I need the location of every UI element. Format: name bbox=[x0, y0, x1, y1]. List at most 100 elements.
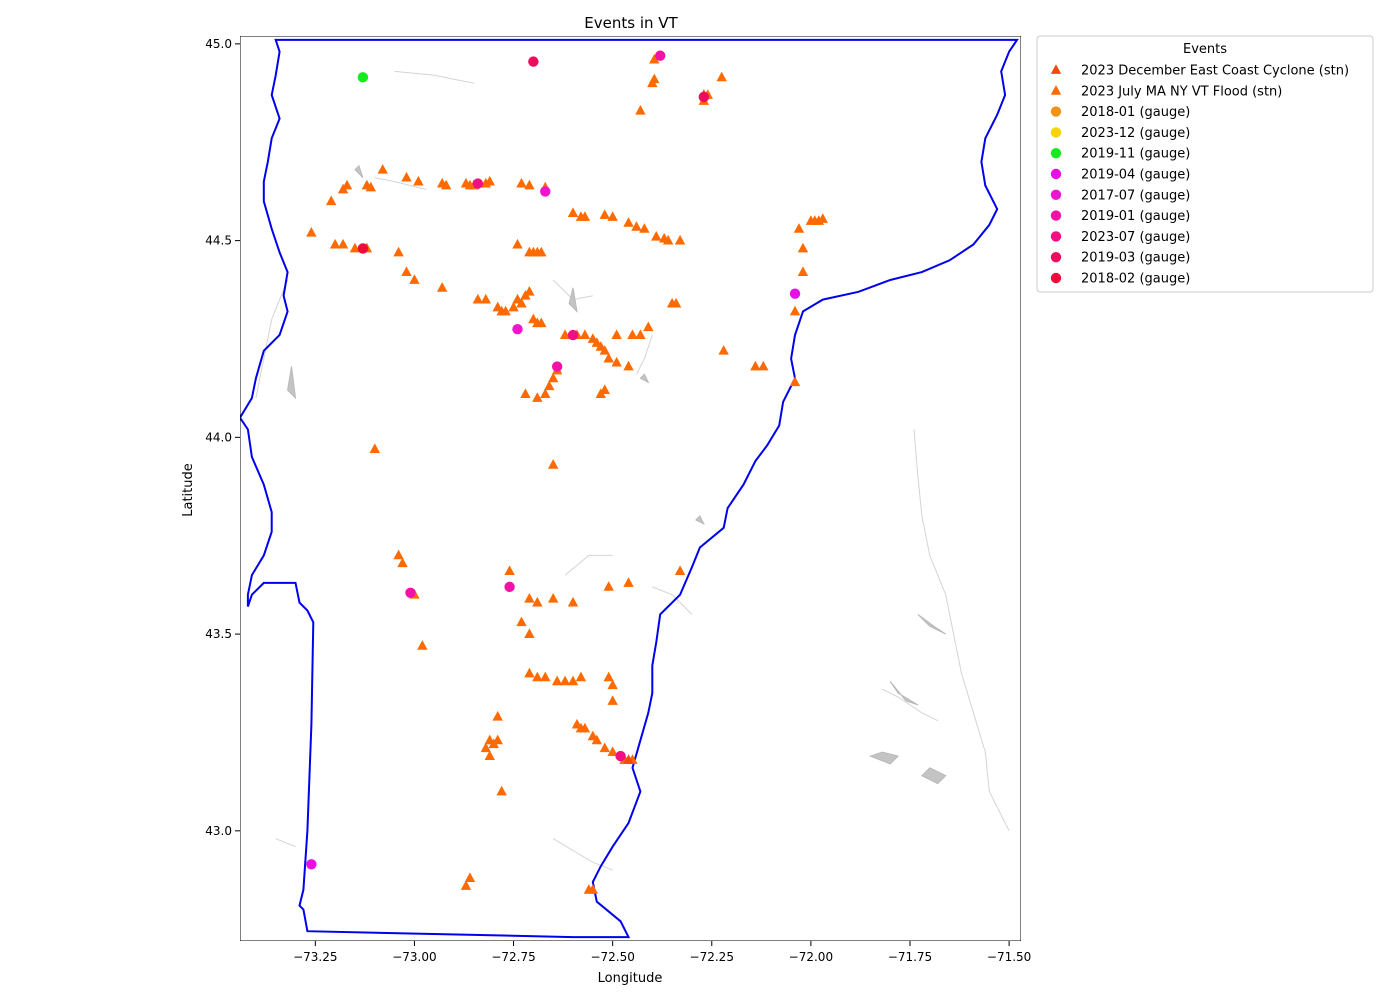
series-5 bbox=[405, 50, 666, 598]
triangle-point bbox=[607, 679, 618, 690]
triangle-point bbox=[484, 175, 495, 186]
triangle-point bbox=[599, 742, 610, 753]
triangle-point bbox=[492, 710, 503, 721]
triangle-point bbox=[599, 209, 610, 219]
triangle-point bbox=[547, 592, 559, 603]
x-tick-label: −73.00 bbox=[392, 950, 436, 964]
triangle-point bbox=[623, 217, 634, 227]
triangle-point bbox=[369, 443, 380, 454]
triangle-point bbox=[520, 388, 531, 398]
lake-shape bbox=[568, 287, 578, 313]
series-8 bbox=[357, 243, 369, 254]
triangle-point bbox=[484, 750, 495, 760]
triangle-point bbox=[635, 105, 646, 115]
legend-entries: 2023 December East Coast Cyclone (stn) 20… bbox=[1050, 64, 1349, 287]
triangle-point bbox=[643, 321, 654, 332]
x-tick-label: −72.25 bbox=[690, 950, 734, 964]
triangle-point bbox=[627, 329, 638, 339]
triangle-point bbox=[341, 179, 353, 190]
triangle-point bbox=[544, 380, 555, 391]
triangle-point bbox=[623, 577, 634, 587]
y-tick-label: 44.5 bbox=[205, 234, 232, 248]
triangle-point bbox=[662, 234, 674, 245]
triangle-point bbox=[536, 246, 547, 257]
legend-marker-triangle bbox=[1050, 64, 1062, 74]
triangle-point bbox=[793, 223, 805, 233]
triangle-point bbox=[409, 274, 420, 284]
circle-point bbox=[655, 50, 666, 61]
series-7 bbox=[528, 56, 710, 103]
legend-marker-circle bbox=[1050, 210, 1062, 221]
lake-shape bbox=[889, 680, 919, 706]
triangle-point bbox=[504, 565, 515, 576]
triangle-point bbox=[567, 596, 579, 607]
lake-shape bbox=[639, 373, 650, 384]
series-2 bbox=[357, 72, 369, 83]
legend-marker-circle bbox=[1050, 106, 1062, 117]
triangle-point bbox=[603, 581, 614, 591]
legend-entry: 2019-01 (gauge) bbox=[1050, 209, 1190, 224]
river-line bbox=[913, 429, 1010, 832]
legend-marker-circle bbox=[1050, 168, 1062, 180]
triangle-point bbox=[718, 345, 729, 355]
triangle-point bbox=[540, 671, 551, 682]
circle-point bbox=[551, 361, 563, 372]
vermont-boundary bbox=[240, 38, 1019, 939]
legend-entry: 2019-04 (gauge) bbox=[1050, 168, 1190, 183]
triangle-point bbox=[599, 384, 610, 395]
triangle-point bbox=[567, 675, 579, 686]
series-1 bbox=[623, 89, 710, 764]
triangle-point bbox=[579, 211, 591, 221]
circle-point bbox=[540, 186, 551, 197]
circle-point bbox=[567, 329, 579, 341]
triangle-point bbox=[716, 71, 727, 82]
x-tick-label: −71.50 bbox=[987, 950, 1031, 964]
triangle-point bbox=[551, 675, 563, 686]
legend-label: 2023-12 (gauge) bbox=[1081, 126, 1190, 141]
circle-point bbox=[357, 243, 369, 254]
legend-entry: 2019-11 (gauge) bbox=[1050, 147, 1190, 162]
river-line bbox=[374, 177, 427, 190]
legend-marker-circle bbox=[1050, 231, 1062, 242]
triangle-point bbox=[472, 293, 484, 304]
river-line bbox=[255, 279, 289, 399]
triangle-point bbox=[631, 221, 642, 231]
triangle-point bbox=[639, 223, 650, 233]
triangle-point bbox=[512, 238, 523, 249]
triangle-point bbox=[750, 360, 761, 371]
triangle-point bbox=[758, 360, 769, 371]
triangle-point bbox=[611, 329, 622, 339]
y-axis: 43.0 43.5 44.0 44.5 45.0 bbox=[205, 37, 240, 838]
plot-area bbox=[240, 36, 1021, 941]
legend-entry: 2018-01 (gauge) bbox=[1050, 105, 1190, 120]
legend-label: 2019-03 (gauge) bbox=[1081, 251, 1190, 266]
legend-frame bbox=[1036, 35, 1374, 293]
legend-entry: 2019-03 (gauge) bbox=[1050, 251, 1190, 266]
triangle-point bbox=[575, 671, 587, 682]
triangle-point bbox=[524, 179, 535, 190]
triangle-point bbox=[607, 746, 618, 757]
triangle-point bbox=[365, 181, 377, 192]
x-tick-label: −71.75 bbox=[888, 950, 932, 964]
legend-label: 2019-11 (gauge) bbox=[1081, 147, 1190, 162]
triangle-point bbox=[460, 880, 472, 890]
lake-shape bbox=[868, 751, 900, 765]
circle-point bbox=[306, 859, 317, 870]
legend-label: 2023 July MA NY VT Flood (stn) bbox=[1081, 84, 1282, 99]
legend-marker-circle bbox=[1050, 127, 1062, 138]
triangle-point bbox=[567, 207, 579, 217]
triangle-point bbox=[607, 695, 618, 705]
triangle-point bbox=[623, 754, 634, 764]
x-tick-label: −72.75 bbox=[491, 950, 535, 964]
triangle-point bbox=[540, 388, 551, 398]
x-axis-label: Longitude bbox=[598, 971, 663, 986]
circle-point bbox=[405, 587, 416, 598]
triangle-point bbox=[492, 734, 503, 745]
triangle-point bbox=[611, 356, 622, 367]
triangle-point bbox=[817, 213, 828, 223]
y-tick-label: 45.0 bbox=[205, 37, 232, 51]
triangle-point bbox=[524, 286, 535, 296]
legend-label: 2019-04 (gauge) bbox=[1081, 168, 1190, 183]
triangle-point bbox=[516, 616, 527, 627]
triangle-point bbox=[647, 77, 658, 88]
